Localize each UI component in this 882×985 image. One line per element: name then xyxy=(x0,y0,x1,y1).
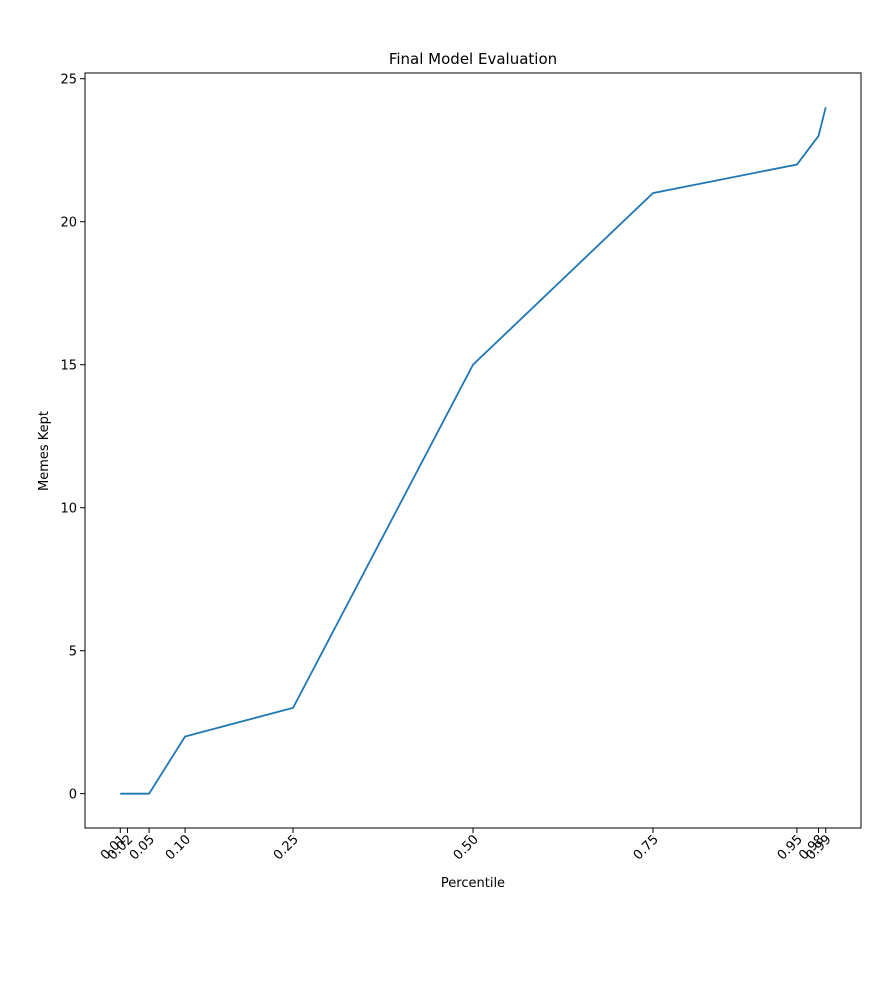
x-tick-label: 0.10 xyxy=(163,832,194,863)
x-tick-label: 0.99 xyxy=(803,832,834,863)
plot-frame xyxy=(84,72,862,829)
y-tick-label: 0 xyxy=(69,788,77,803)
data-line xyxy=(120,107,827,795)
x-tick-label: 0.05 xyxy=(127,832,158,863)
x-axis-label: Percentile xyxy=(441,876,505,891)
y-tick-label: 25 xyxy=(60,73,77,88)
y-tick-label: 10 xyxy=(60,502,77,517)
y-tick-label: 5 xyxy=(69,645,77,660)
y-tick-label: 20 xyxy=(60,216,77,231)
y-axis-label: Memes Kept xyxy=(37,411,52,491)
y-tick-label: 15 xyxy=(60,359,77,374)
x-tick-label: 0.50 xyxy=(451,832,482,863)
chart-title: Final Model Evaluation xyxy=(389,50,557,68)
x-tick-label: 0.25 xyxy=(271,832,302,863)
x-tick-label: 0.75 xyxy=(631,832,662,863)
